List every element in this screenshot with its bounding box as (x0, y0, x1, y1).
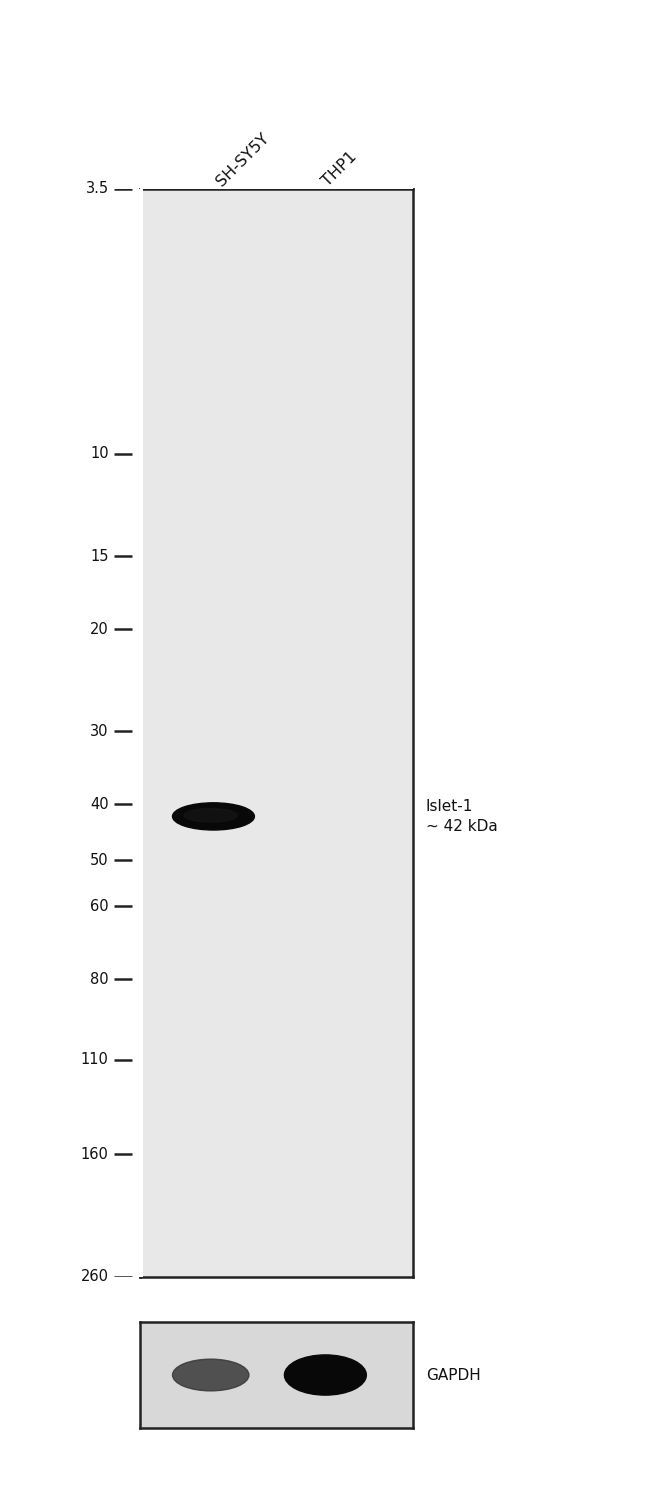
Text: THP1: THP1 (320, 148, 360, 189)
Ellipse shape (184, 808, 237, 822)
Text: 3.5: 3.5 (86, 181, 109, 196)
Text: SH-SY5Y: SH-SY5Y (213, 130, 272, 189)
Text: 60: 60 (90, 899, 109, 914)
Text: 160: 160 (81, 1147, 109, 1162)
Text: 80: 80 (90, 972, 109, 987)
Text: 260: 260 (81, 1269, 109, 1284)
Ellipse shape (172, 802, 254, 830)
Text: 50: 50 (90, 852, 109, 867)
Text: 10: 10 (90, 446, 109, 461)
Text: GAPDH: GAPDH (426, 1367, 480, 1383)
Ellipse shape (285, 1355, 367, 1395)
Text: 30: 30 (90, 724, 109, 739)
Ellipse shape (172, 1360, 249, 1390)
Text: 15: 15 (90, 548, 109, 564)
Text: Islet-1
~ 42 kDa: Islet-1 ~ 42 kDa (426, 799, 497, 834)
Text: 20: 20 (90, 621, 109, 636)
Text: 110: 110 (81, 1052, 109, 1067)
Text: 40: 40 (90, 796, 109, 811)
